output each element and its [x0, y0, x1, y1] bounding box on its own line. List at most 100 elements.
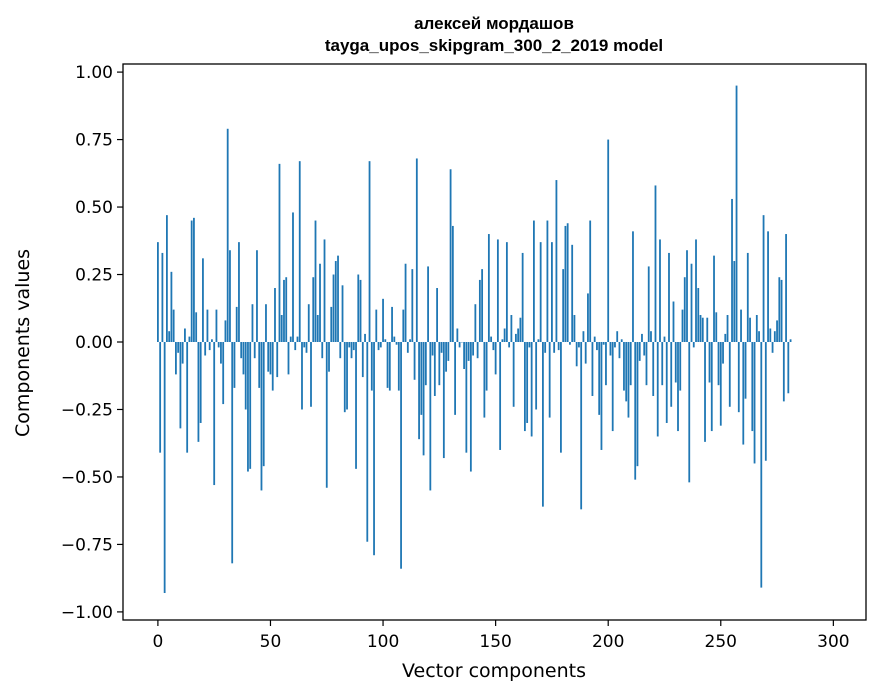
bar [325, 342, 328, 488]
bar [782, 342, 785, 402]
bar [204, 342, 207, 356]
bar [226, 128, 229, 342]
y-tick-label: −0.50 [61, 468, 113, 488]
bar [530, 342, 533, 437]
bar [404, 263, 407, 342]
bar [303, 342, 306, 348]
bar [285, 277, 288, 342]
bar [557, 342, 560, 351]
x-tick-label: 150 [479, 632, 511, 652]
bar [755, 315, 758, 342]
bar [773, 331, 776, 342]
bar [418, 342, 420, 440]
bar [463, 342, 465, 369]
bar [305, 342, 308, 353]
x-axis-label: Vector components [402, 660, 586, 682]
bar [316, 315, 319, 342]
bar [643, 342, 646, 356]
bar [785, 234, 787, 342]
bar [175, 342, 177, 375]
bar [749, 317, 751, 342]
bar [267, 342, 270, 372]
bar [442, 342, 445, 459]
bar [337, 255, 339, 342]
bar [661, 342, 664, 386]
bar [188, 336, 191, 342]
bar [697, 288, 700, 342]
bar [478, 279, 481, 342]
bar [451, 225, 454, 342]
bar [787, 342, 790, 394]
bar [571, 244, 574, 342]
bar [292, 212, 294, 342]
bar [195, 312, 198, 342]
bar [771, 342, 774, 353]
bar [391, 306, 393, 342]
bar [170, 271, 173, 342]
bar [665, 342, 668, 423]
bar [346, 342, 348, 410]
bar [177, 342, 180, 353]
bar [161, 252, 164, 342]
bar [199, 342, 202, 423]
bar [764, 342, 767, 461]
bar [618, 342, 621, 359]
bar [278, 163, 281, 342]
bar [269, 342, 272, 375]
bar [485, 342, 488, 391]
bar [348, 342, 351, 348]
bar [537, 339, 540, 342]
bar [429, 342, 432, 491]
bar [393, 336, 396, 342]
x-tick-label: 0 [152, 632, 163, 652]
bar [737, 342, 740, 413]
bar [704, 342, 706, 442]
bar [400, 342, 402, 569]
bar [625, 342, 628, 402]
bar [211, 339, 213, 342]
bar [733, 261, 736, 342]
bar [708, 342, 711, 383]
bar [249, 342, 252, 469]
bar [690, 263, 693, 342]
bar [596, 342, 598, 351]
bar [447, 342, 450, 361]
bar [735, 85, 738, 342]
bar [184, 328, 186, 342]
bar [172, 309, 175, 342]
bar [551, 242, 553, 342]
bar [206, 309, 209, 342]
bar [719, 342, 722, 426]
bar [542, 342, 544, 507]
bar [528, 342, 531, 348]
x-tick-label: 300 [817, 632, 849, 652]
bar [641, 333, 643, 342]
bar [717, 342, 720, 386]
bar [370, 342, 373, 391]
bar [699, 315, 702, 342]
bar [501, 339, 504, 342]
bar [364, 333, 366, 342]
bar [688, 342, 691, 483]
bar [496, 239, 499, 342]
y-tick-label: 0.25 [75, 266, 113, 286]
bar [233, 342, 236, 388]
bar [262, 342, 265, 467]
bar [553, 342, 556, 353]
y-tick-label: −1.00 [61, 603, 113, 623]
bar [740, 309, 742, 342]
bar [607, 139, 610, 342]
bar [634, 342, 637, 480]
bar [377, 342, 380, 351]
bar [409, 339, 411, 342]
bar [244, 342, 247, 410]
bar [251, 304, 254, 342]
bar [240, 342, 243, 359]
bar [758, 331, 760, 342]
bar [789, 339, 792, 342]
bar [312, 277, 315, 342]
bar [539, 242, 542, 342]
bar [231, 342, 234, 564]
y-tick-label: 1.00 [75, 63, 113, 83]
